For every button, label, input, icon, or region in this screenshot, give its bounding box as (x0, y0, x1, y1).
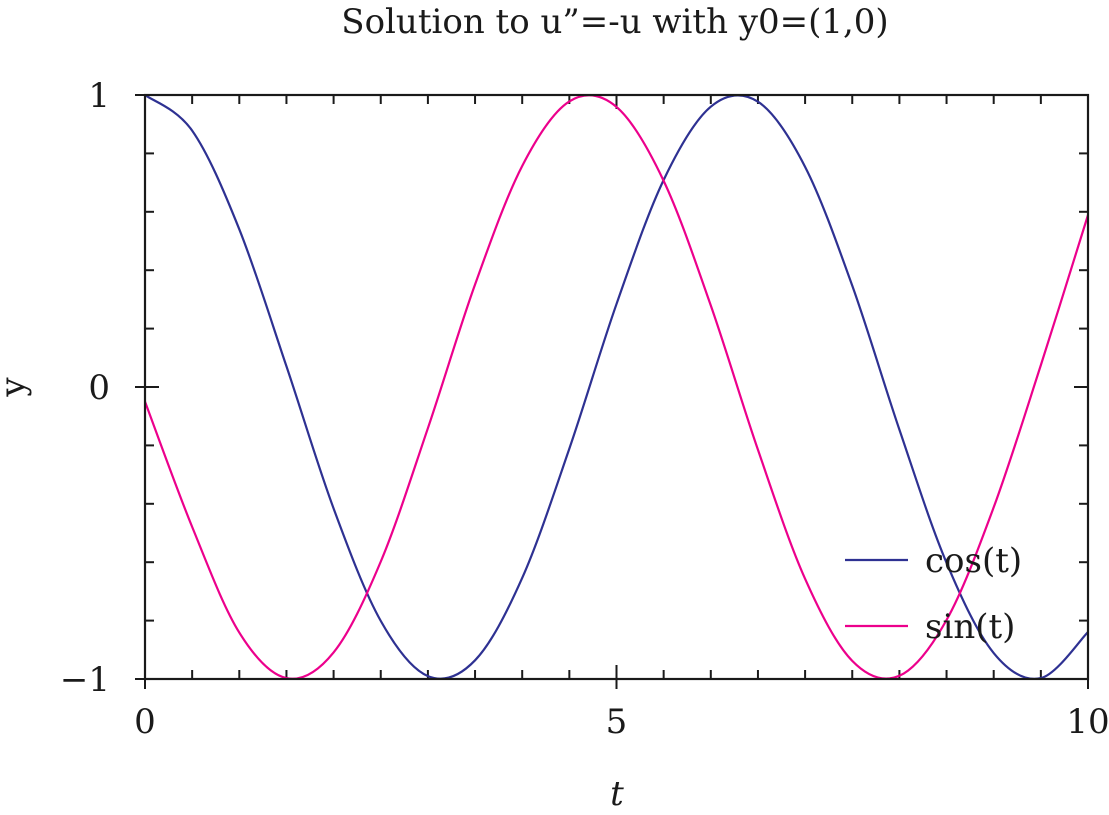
y-tick-label: 1 (88, 76, 110, 116)
plot-area: 0 5 10 −1 0 1 (60, 76, 1109, 742)
x-axis-label: t (610, 774, 624, 811)
x-tick-label: 5 (606, 702, 628, 742)
series-line-1 (145, 94, 1088, 680)
y-tick-label: −1 (60, 660, 110, 700)
plot-frame (143, 93, 1090, 681)
legend: cos(t) sin(t) (845, 541, 1022, 647)
chart-title: Solution to u”=-u with y0=(1,0) (341, 2, 888, 42)
y-axis-label: y (0, 377, 33, 398)
x-tick-label: 0 (134, 702, 156, 742)
x-tick-label: 10 (1066, 702, 1109, 742)
legend-label-0: cos(t) (925, 541, 1022, 581)
series-line-0 (145, 94, 1088, 680)
y-tick-label: 0 (88, 368, 110, 408)
legend-label-1: sin(t) (925, 607, 1015, 647)
